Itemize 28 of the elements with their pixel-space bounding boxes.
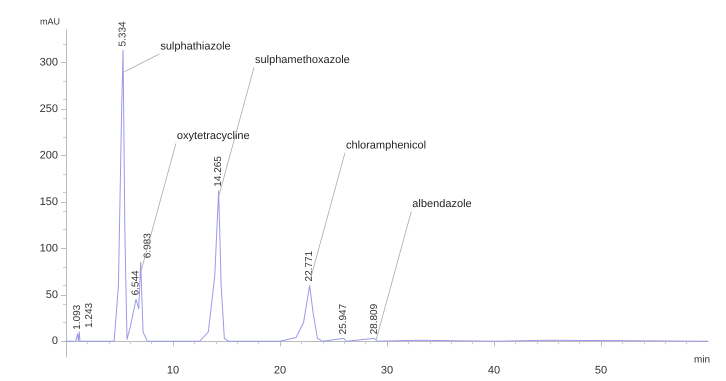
annotation: 1.093 xyxy=(72,304,84,330)
x-tick-label: 30 xyxy=(380,364,394,376)
y-tick-label: 250 xyxy=(40,102,58,115)
x-tick-label: 40 xyxy=(488,364,500,376)
annotation: 6.983 xyxy=(142,232,154,258)
annotation: sulphathiazole xyxy=(160,40,231,52)
annotation: 6.544 xyxy=(130,270,142,296)
x-tick-label: 10 xyxy=(166,364,180,376)
annotation: 28.809 xyxy=(368,303,380,334)
y-tick-label: 0 xyxy=(52,335,58,348)
y-tick-label: 300 xyxy=(40,56,58,69)
x-tick-label: 20 xyxy=(274,364,286,376)
y-tick-label: 50 xyxy=(46,288,58,301)
annotation: albendazole xyxy=(412,198,472,210)
annotation: chloramphenicol xyxy=(346,139,426,152)
annotation: 1.243 xyxy=(84,302,96,328)
annotation: 14.265 xyxy=(213,156,224,187)
x-axis-title: min xyxy=(694,354,710,366)
annotation: oxytetracycline xyxy=(176,130,250,142)
y-tick-label: 200 xyxy=(40,149,58,162)
annotation: 25.947 xyxy=(338,303,350,334)
y-tick-label: 100 xyxy=(40,242,58,254)
x-tick-label: 50 xyxy=(594,364,608,376)
annotation: 22.771 xyxy=(304,250,316,282)
annotation: sulphamethoxazole xyxy=(255,54,350,66)
y-tick-label: 150 xyxy=(40,196,58,208)
annotation: 5.334 xyxy=(118,20,129,46)
y-axis-title: mAU xyxy=(40,16,60,26)
